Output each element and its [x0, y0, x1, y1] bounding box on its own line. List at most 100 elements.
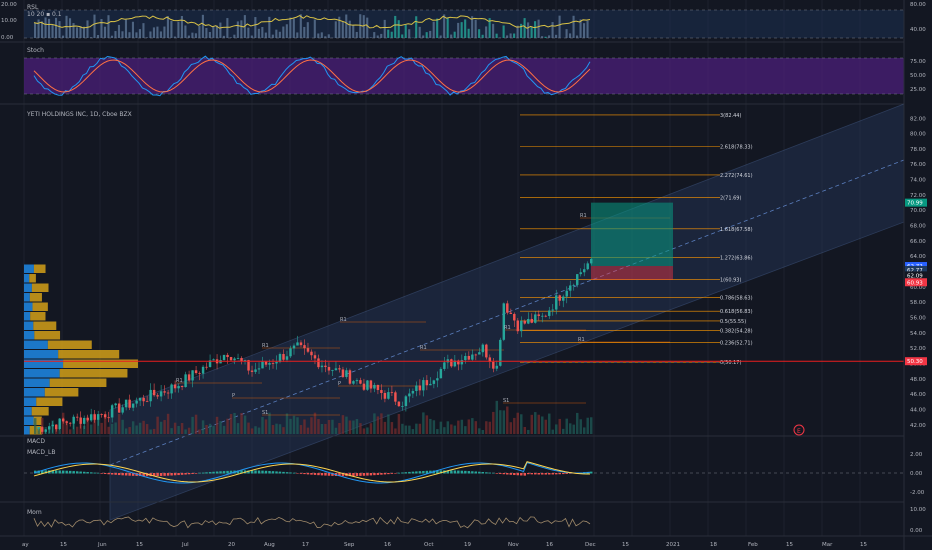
candle-body — [383, 392, 387, 399]
macd-bar — [152, 473, 156, 477]
rsl-bar — [537, 19, 540, 38]
rsl-pane[interactable]: RSL 10 20 ▪ 0.1 — [24, 4, 904, 39]
volume-bar — [464, 426, 467, 434]
volume-bar — [352, 420, 355, 434]
macd-bar — [366, 473, 369, 476]
rsl-bar — [89, 37, 93, 38]
candle-body — [429, 383, 432, 386]
price-axis[interactable]: 82.00 80.00 78.00 76.00 74.00 72.00 70.00 68.00… — [910, 2, 926, 534]
candle-body — [184, 374, 187, 388]
fib-extension[interactable]: 3(82.44) 2.618(78.33) 2.272(74.61) 2(71.69)… — [520, 113, 753, 366]
volume-bar — [499, 410, 502, 434]
long-position-tool[interactable] — [591, 202, 673, 280]
rsl-bar — [492, 23, 495, 38]
rsl-bar — [296, 32, 299, 38]
macd-bar — [107, 473, 110, 475]
macd-bar — [506, 473, 509, 475]
rsl-bar — [551, 22, 554, 38]
rsl-bar — [159, 31, 162, 38]
macd-bar — [82, 471, 86, 474]
macd-bar — [331, 473, 334, 476]
rsl-bar — [152, 27, 155, 38]
vp-bar — [33, 321, 57, 330]
candle-body — [72, 416, 75, 424]
mom-pane[interactable]: Mom — [27, 509, 591, 529]
rsl-bar — [558, 15, 561, 38]
vp-bar — [24, 321, 34, 330]
volume-bar — [586, 417, 589, 434]
volume-bar — [75, 426, 79, 434]
volume-bar — [474, 421, 478, 434]
volume-bar — [40, 417, 44, 434]
macd-bar — [446, 470, 450, 474]
price-tag: 62.09 — [907, 273, 923, 279]
volume-bar — [394, 428, 397, 434]
volume-bar — [117, 413, 121, 434]
candle-body — [194, 370, 198, 374]
macd-bar — [317, 473, 320, 476]
macd-bar — [376, 473, 380, 475]
rsl-bar — [418, 26, 421, 38]
fib-label: 1.618(67.58) — [720, 227, 753, 233]
stoch-pane[interactable]: Stoch — [24, 47, 904, 97]
macd-bar — [390, 473, 394, 474]
candle-body — [51, 424, 54, 427]
candle-body — [471, 354, 474, 360]
volume-bar — [313, 412, 317, 434]
candle-body — [93, 414, 96, 420]
rsl-bar — [450, 34, 453, 38]
candle-body — [166, 392, 170, 394]
macd-pane[interactable]: MACD MACD_LB — [24, 438, 904, 484]
volume-bar — [366, 427, 369, 434]
candle-body — [250, 370, 254, 372]
macd-bar — [411, 471, 415, 474]
rsl-bar — [264, 32, 267, 38]
main-title: YETI HOLDINGS INC, 1D, Cboe BZX — [26, 111, 132, 118]
volume-bar — [296, 417, 299, 434]
macd-bar — [313, 473, 317, 475]
candle-body — [264, 361, 268, 365]
macd-bar — [338, 473, 341, 477]
rsl-bar — [117, 24, 121, 38]
rsl-sublabel: 10 20 ▪ 0.1 — [27, 11, 62, 18]
macd-bar — [110, 473, 114, 475]
rsl-bar — [369, 37, 372, 38]
candle-body — [404, 396, 408, 407]
candle-body — [320, 365, 324, 368]
candle-body — [58, 418, 61, 430]
rsl-bar — [145, 37, 148, 38]
rsl-bar — [327, 34, 330, 38]
rsl-bar — [513, 33, 516, 38]
macd-bar — [114, 473, 117, 475]
macd-bar — [215, 471, 219, 474]
macd-bar — [292, 472, 296, 474]
price-pane[interactable]: 3(82.44) 2.618(78.33) 2.272(74.61) 2(71.69)… — [24, 103, 905, 521]
candle-body — [565, 290, 568, 297]
macd-bar — [397, 472, 401, 474]
time-axis[interactable]: ay 15 Jun 15 Jul 20 Aug 17 Sep 16 Oct 19 Nov 16 Dec 15 2… — [22, 542, 867, 548]
volume-bar — [334, 427, 338, 434]
pivot-label: R1 — [340, 317, 347, 323]
candle-body — [212, 359, 215, 361]
price-tick: 52.00 — [910, 346, 926, 352]
macd-bar — [523, 473, 527, 476]
rsl-bar — [404, 24, 407, 38]
rsl-bar — [254, 17, 257, 38]
volume-bar — [299, 425, 303, 434]
volume-bar — [446, 421, 450, 434]
volume-bar — [177, 425, 180, 434]
rsl-bar — [338, 16, 341, 38]
price-tick: 64.00 — [910, 254, 926, 260]
price-tick: 80.00 — [910, 132, 926, 138]
candle-body — [177, 386, 180, 389]
rsl-bar — [135, 32, 138, 38]
volume-bar — [180, 422, 184, 434]
volume-bar — [292, 415, 296, 434]
candle-body — [79, 417, 82, 424]
vp-bar — [33, 264, 46, 273]
volume-bar — [257, 427, 261, 434]
macd-bar — [222, 471, 226, 474]
candle-body — [478, 352, 481, 355]
alert-icon[interactable]: E — [793, 424, 805, 436]
